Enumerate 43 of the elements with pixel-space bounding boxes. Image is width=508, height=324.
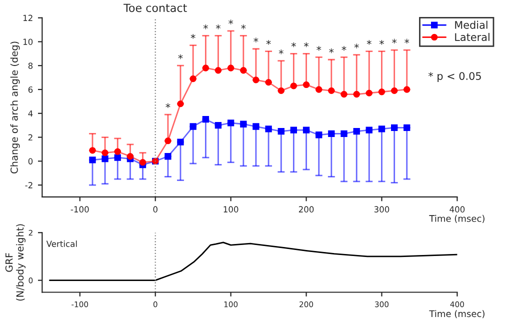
annotation: * [404, 38, 410, 44]
y-tick-label: 12 [23, 14, 32, 21]
annotation: * [203, 24, 208, 30]
annotation: * [254, 38, 258, 42]
annotation: * [304, 42, 309, 48]
y-tick-label: 0 [28, 158, 33, 164]
annotation: * [216, 24, 221, 30]
annotation: * [291, 42, 296, 48]
annotation: * [228, 20, 234, 24]
annotation: * [316, 46, 322, 51]
annotation: * [178, 54, 183, 60]
annotation: * [342, 46, 346, 51]
y-axis-title: GRF (N/body weight) [5, 224, 26, 301]
legend-label: Medial [455, 20, 488, 29]
x-tick-label: -100 [70, 206, 89, 212]
x-tick-label: 300 [374, 206, 390, 212]
x-tick-label: 100 [224, 206, 238, 212]
annotation: * [354, 44, 359, 48]
y-tick-label: 4 [28, 110, 33, 117]
y-tick-label: 6 [28, 86, 33, 93]
y-tick-label: -2 [25, 182, 32, 188]
x-axis-title: Time (msec) [429, 310, 484, 318]
ref-line-label: Toe contact [124, 4, 187, 12]
x-axis-title: Time (msec) [429, 214, 484, 223]
y-tick-label: 2 [28, 134, 32, 140]
annotation: * [278, 50, 284, 54]
x-tick-label: 400 [450, 206, 465, 212]
x-tick-label: 0 [153, 206, 158, 212]
x-tick-label: 200 [298, 206, 314, 212]
y-tick-label: 10 [23, 38, 33, 45]
y-axis-title: Change of arch angle (deg) [10, 42, 20, 174]
annotation: * [166, 103, 170, 108]
annotation: * [366, 40, 372, 45]
annotation: * [329, 48, 334, 54]
annotation: Vertical [46, 240, 77, 247]
annotation: * [241, 24, 246, 30]
y-tick-label: 8 [28, 62, 33, 69]
annotation: * [392, 38, 397, 44]
annotation: * [190, 34, 196, 39]
legend-label: Lateral [455, 32, 490, 42]
annotation: * [266, 40, 271, 45]
annotation: * [379, 40, 384, 45]
annotation: * p < 0.05 [428, 72, 481, 82]
